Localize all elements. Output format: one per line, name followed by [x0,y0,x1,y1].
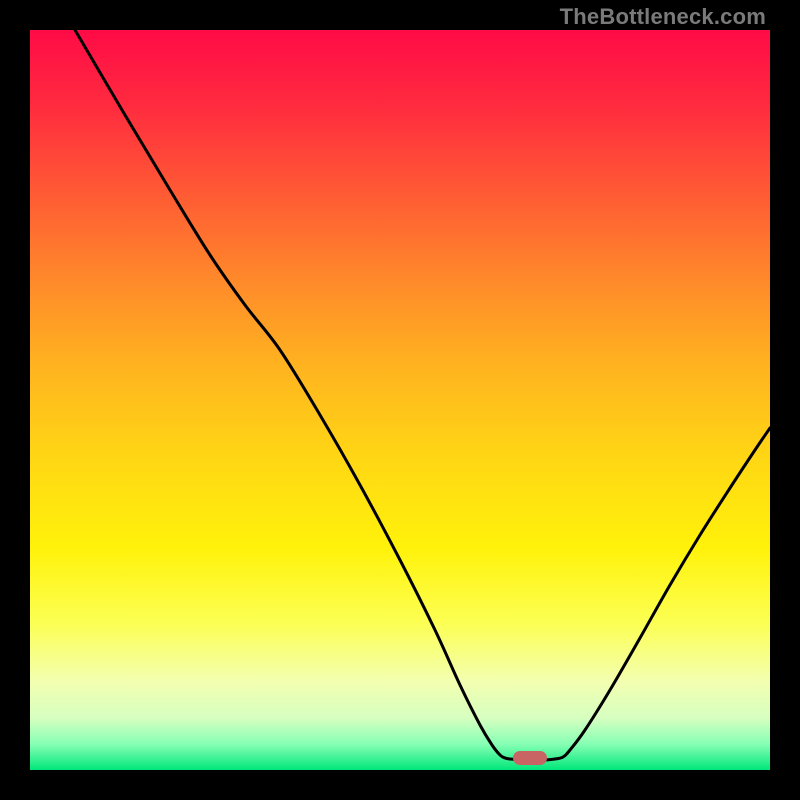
plot-area [30,30,770,770]
bottleneck-curve [30,30,770,770]
optimum-marker [513,751,547,765]
chart-frame: TheBottleneck.com [0,0,800,800]
watermark-text: TheBottleneck.com [560,4,766,30]
